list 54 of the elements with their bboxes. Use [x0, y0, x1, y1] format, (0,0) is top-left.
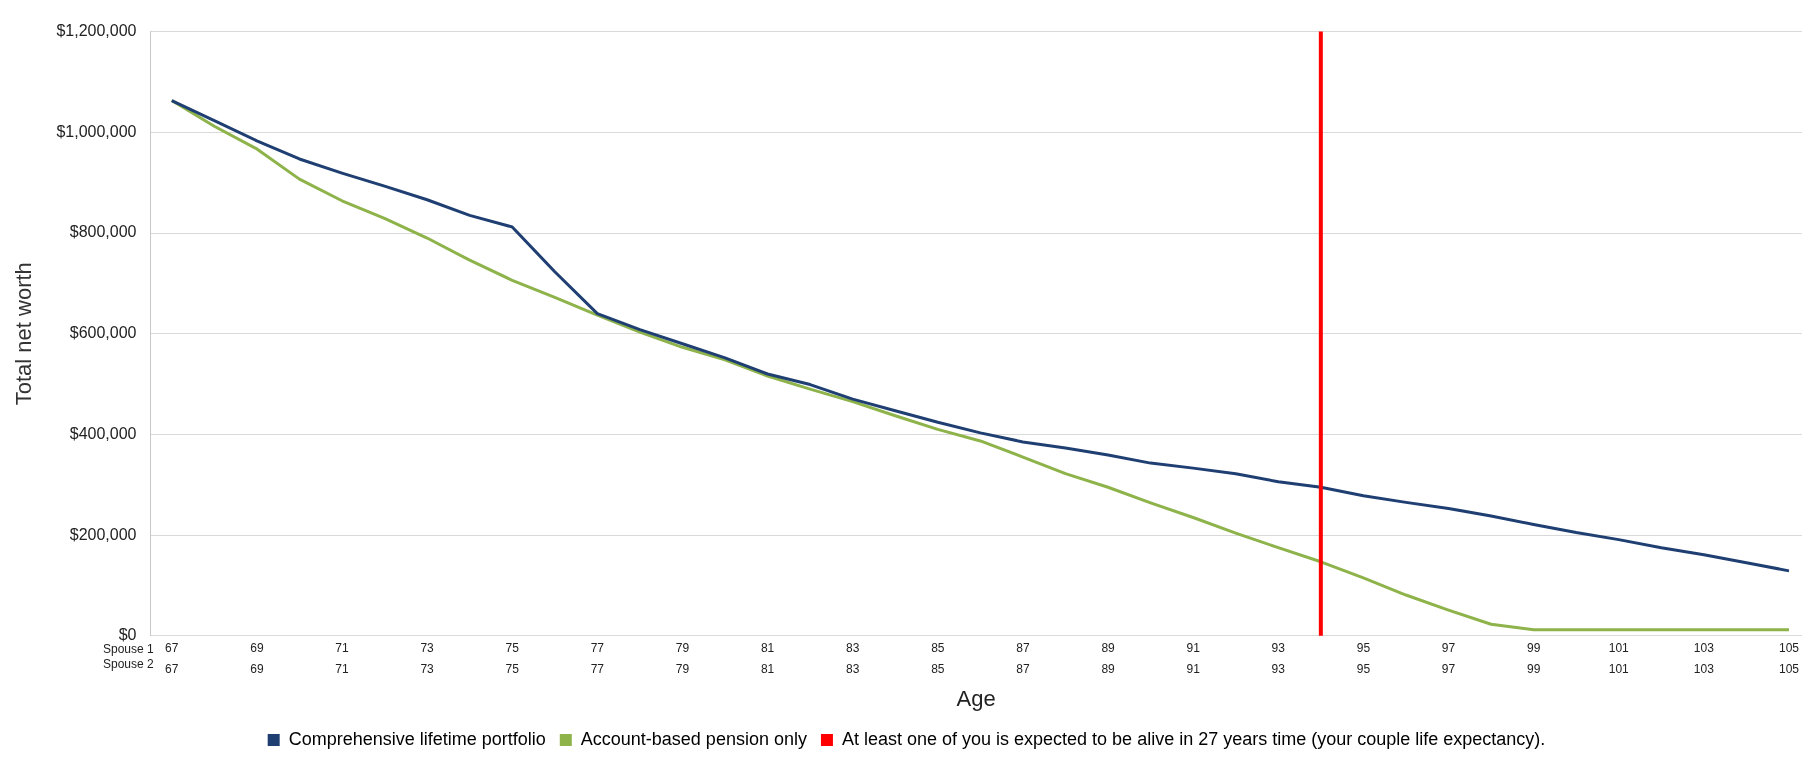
x2-tick-label: 93	[1271, 661, 1286, 676]
x-tick-label: 71	[335, 641, 349, 656]
x-tick-label: 97	[1441, 641, 1456, 656]
x-tick-label: 99	[1526, 641, 1541, 656]
x2-tick-label: 97	[1441, 661, 1456, 676]
y-tick-label: $600,000	[69, 324, 137, 342]
x-tick-label: 95	[1356, 641, 1371, 656]
x-tick-label: 85	[931, 641, 945, 656]
x-tick-label: 91	[1186, 641, 1201, 656]
x-tick-label: 77	[590, 641, 605, 656]
x-tick-label: 67	[165, 641, 179, 656]
x2-tick-label: 77	[590, 661, 605, 676]
x2-tick-label: 81	[760, 661, 775, 676]
x-axis-title: Age	[956, 685, 996, 711]
legend-label: Comprehensive lifetime portfolio	[288, 728, 546, 749]
x2-tick-label: 101	[1608, 661, 1630, 676]
x-tick-label: 73	[420, 641, 435, 656]
y-tick-label: $400,000	[69, 424, 137, 442]
x-tick-label: 81	[760, 641, 775, 656]
x2-tick-label: 105	[1778, 661, 1800, 676]
x2-tick-label: 103	[1693, 661, 1715, 676]
text: Spouse 2	[103, 657, 155, 672]
y-tick-label: $200,000	[69, 525, 137, 543]
legend-label: Account-based pension only	[580, 728, 807, 749]
x2-tick-label: 67	[165, 661, 179, 676]
x2-tick-label: 71	[335, 661, 349, 676]
x-tick-label: 105	[1778, 641, 1800, 656]
x2-tick-label: 69	[250, 661, 264, 676]
x-tick-label: 101	[1608, 641, 1630, 656]
x-tick-label: 103	[1693, 641, 1715, 656]
x2-tick-label: 89	[1101, 661, 1116, 676]
x-tick-label: 79	[675, 641, 690, 656]
x2-tick-label: 79	[675, 661, 690, 676]
x2-tick-label: 95	[1356, 661, 1371, 676]
x2-tick-label: 75	[505, 661, 520, 676]
x2-tick-label: 87	[1016, 661, 1030, 676]
x-tick-label: 83	[846, 641, 860, 656]
y-tick-label: $1,200,000	[56, 22, 137, 40]
x2-tick-label: 91	[1186, 661, 1201, 676]
x2-tick-label: 99	[1526, 661, 1541, 676]
x-tick-label: 69	[250, 641, 264, 656]
x2-tick-label: 83	[846, 661, 860, 676]
x2-tick-label: 73	[420, 661, 435, 676]
legend-label: At least one of you is expected to be alive in 27 years time (your couple life expectancy).	[841, 728, 1546, 749]
x-tick-label: 87	[1016, 641, 1030, 656]
x-tick-label: 89	[1101, 641, 1116, 656]
x-tick-label: 93	[1271, 641, 1286, 656]
y-tick-label: $1,000,000	[56, 122, 137, 140]
x2-tick-label: 85	[931, 661, 945, 676]
x-tick-label: 75	[505, 641, 520, 656]
text: Spouse 1	[103, 642, 155, 657]
y-tick-label: $0	[118, 626, 137, 644]
y-tick-label: $800,000	[69, 223, 137, 241]
y-axis-title: Total net worth	[11, 262, 37, 406]
